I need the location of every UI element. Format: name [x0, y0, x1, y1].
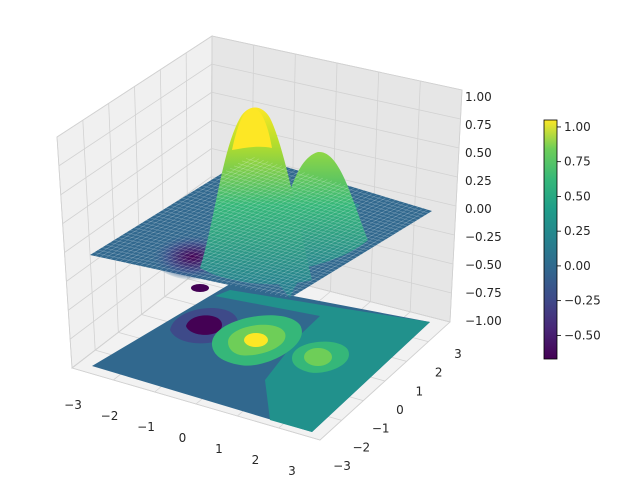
z-tick-label: 0.50 — [465, 146, 492, 160]
z-gridline-left — [56, 35, 213, 138]
z-tick-label: 1.00 — [465, 90, 492, 104]
y-tick-label: 1 — [416, 384, 424, 398]
contour-trough-inner — [186, 315, 222, 335]
colorbar: −0.50 −0.25 0.00 0.25 0.50 0.75 1.00 — [543, 119, 601, 360]
colorbar-ticks: −0.50 −0.25 0.00 0.25 0.50 0.75 1.00 — [557, 120, 601, 342]
colorbar-tick-label: 0.75 — [564, 155, 591, 169]
y-tick-label: −3 — [333, 459, 351, 473]
y-tick-label: 2 — [435, 366, 443, 380]
colorbar-tick-label: 0.00 — [564, 259, 591, 273]
z-tick-label: −0.25 — [465, 230, 502, 244]
contour-peak1-core — [244, 333, 268, 347]
surface-peak-highlight — [232, 108, 272, 150]
z-tick-label: 0.00 — [465, 202, 492, 216]
z-gridline-back — [211, 35, 463, 91]
surface-peak-main — [200, 107, 312, 285]
z-gridline-back — [211, 91, 460, 149]
contour-small-dip — [191, 284, 209, 292]
colorbar-tick-label: 0.25 — [564, 224, 591, 238]
z-axis-ticks: −1.00 −0.75 −0.50 −0.25 0.00 0.25 0.50 0.75 1.00 — [465, 90, 502, 328]
x-tick-label: −1 — [137, 420, 155, 434]
x-tick-label: −3 — [64, 398, 82, 412]
surface-mesh — [93, 157, 429, 298]
contour-peak2-core — [304, 348, 332, 366]
y-tick-label: 0 — [396, 403, 404, 417]
surface — [90, 107, 432, 298]
x-tick-label: −2 — [101, 409, 119, 423]
z-tick-label: −0.75 — [465, 286, 502, 300]
z-gridline-left — [58, 63, 213, 167]
colorbar-tick-label: −0.50 — [564, 328, 601, 342]
y-tick-label: −1 — [372, 422, 390, 436]
z-gridline-left — [60, 91, 212, 196]
x-tick-label: 3 — [288, 464, 296, 478]
z-tick-label: −0.50 — [465, 258, 502, 272]
z-tick-label: 0.25 — [465, 174, 492, 188]
z-gridline-back — [211, 63, 461, 120]
z-tick-label: −1.00 — [465, 314, 502, 328]
x-tick-label: 1 — [215, 442, 223, 456]
contour-projection — [92, 284, 430, 432]
x-axis-ticks: −3 −2 −1 0 1 2 3 — [64, 398, 296, 478]
colorbar-tick-label: −0.25 — [564, 294, 601, 308]
z-gridline-left — [62, 120, 212, 224]
colorbar-tick-label: 1.00 — [564, 120, 591, 134]
y-tick-label: 3 — [454, 347, 462, 361]
x-tick-label: 0 — [179, 431, 187, 445]
z-gridline-left — [64, 148, 212, 253]
y-gridline — [71, 367, 321, 441]
colorbar-tick-label: 0.50 — [564, 189, 591, 203]
y-tick-label: −2 — [352, 440, 370, 454]
colorbar-gradient — [543, 119, 558, 360]
z-tick-label: 0.75 — [465, 118, 492, 132]
x-tick-label: 2 — [252, 453, 260, 467]
